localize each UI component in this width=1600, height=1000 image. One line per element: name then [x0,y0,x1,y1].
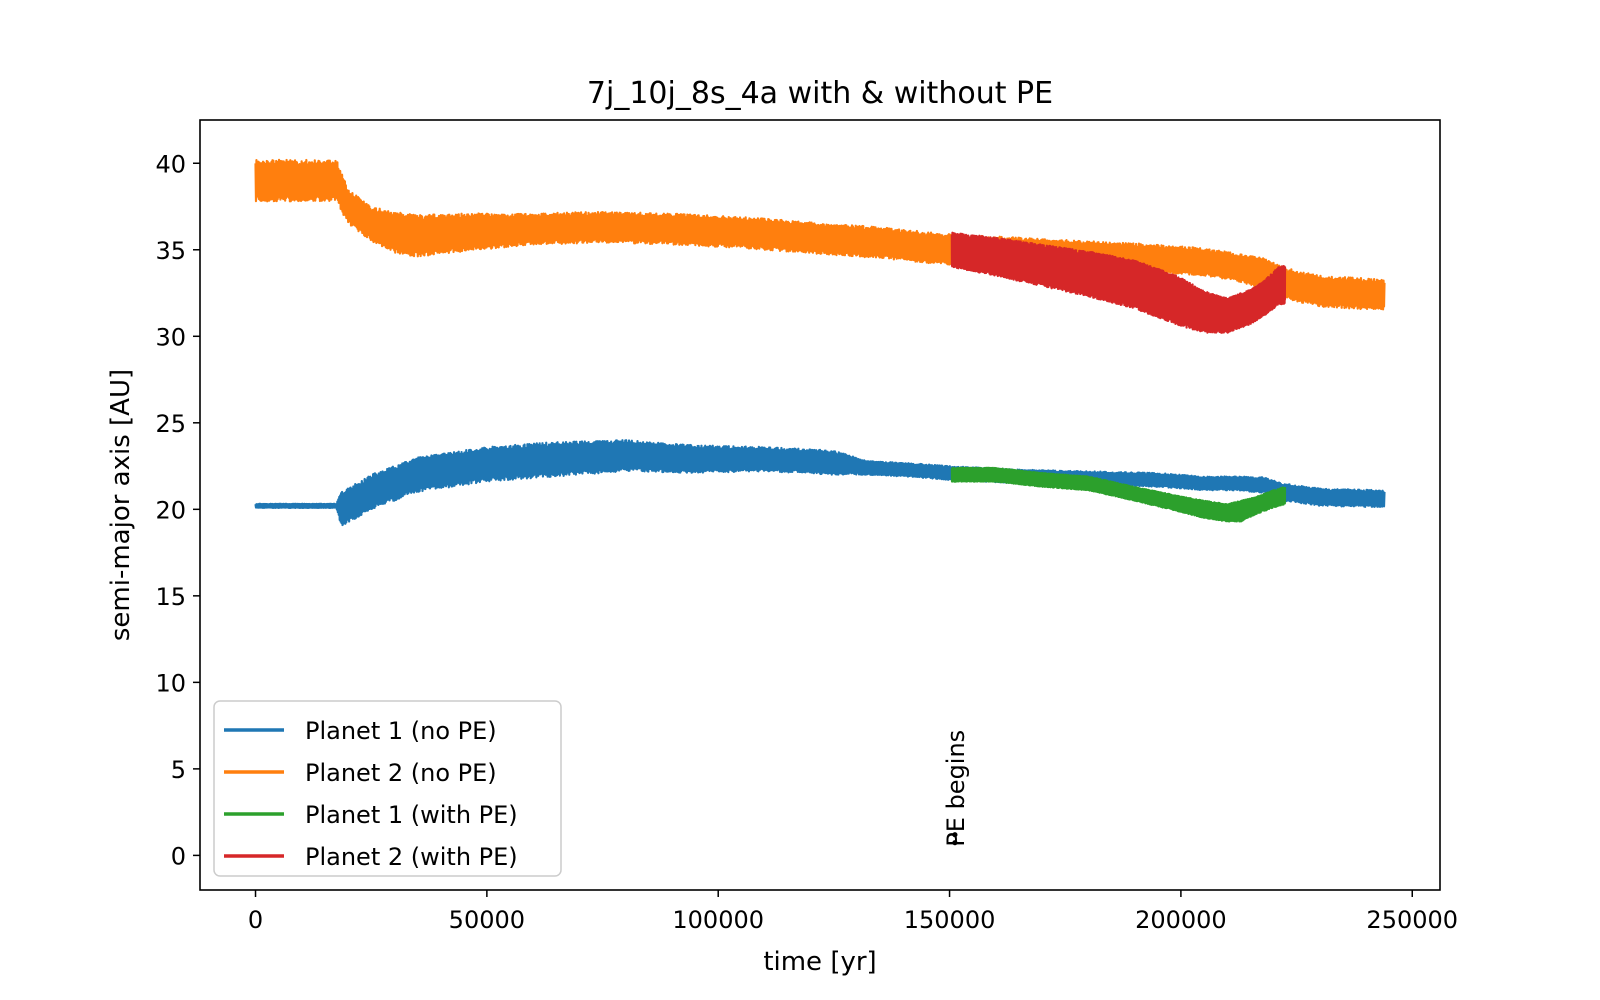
series-line-4 [950,231,1287,334]
legend: Planet 1 (no PE) Planet 2 (no PE) Planet 1… [213,700,562,877]
x-tick-label: 200000 [1135,906,1227,934]
y-tick-label: 30 [155,323,186,351]
series-layer [254,158,1386,527]
y-tick-label: 0 [171,842,186,870]
y-tick-label: 5 [171,756,186,784]
y-tick-label: 40 [155,150,186,178]
series-line-3 [950,466,1287,523]
y-axis-label: semi-major axis [AU] [106,369,136,641]
x-tick-label: 250000 [1366,906,1458,934]
y-tick-label: 15 [155,583,186,611]
series-line-1 [254,439,1386,527]
x-axis-label: time [yr] [763,947,876,977]
y-tick-label: 25 [155,410,186,438]
chart-title: 7j_10j_8s_4a with & without PE [587,76,1053,111]
annotation-layer: PE begins [942,730,970,847]
y-tick-label: 20 [155,496,186,524]
annotation-marker-dot [952,840,958,846]
x-axis-ticks: 0 50000 100000 150000 200000 250000 [248,890,1458,934]
legend-label-1: Planet 1 (no PE) [305,717,497,745]
x-tick-label: 150000 [904,906,996,934]
y-tick-label: 10 [155,669,186,697]
annotation-pe-begins: PE begins [942,730,970,847]
legend-label-4: Planet 2 (with PE) [305,843,518,871]
plot-frame [199,119,1441,891]
y-axis-ticks: 0 5 10 15 20 25 30 35 40 [155,150,200,870]
legend-label-2: Planet 2 (no PE) [305,759,497,787]
y-tick-label: 35 [155,237,186,265]
legend-box [213,700,562,877]
annotation-marker-dot [952,832,958,838]
x-tick-label: 0 [248,906,263,934]
legend-label-3: Planet 1 (with PE) [305,801,518,829]
series-line-2 [254,158,1386,311]
x-tick-label: 100000 [672,906,764,934]
x-tick-label: 50000 [449,906,525,934]
